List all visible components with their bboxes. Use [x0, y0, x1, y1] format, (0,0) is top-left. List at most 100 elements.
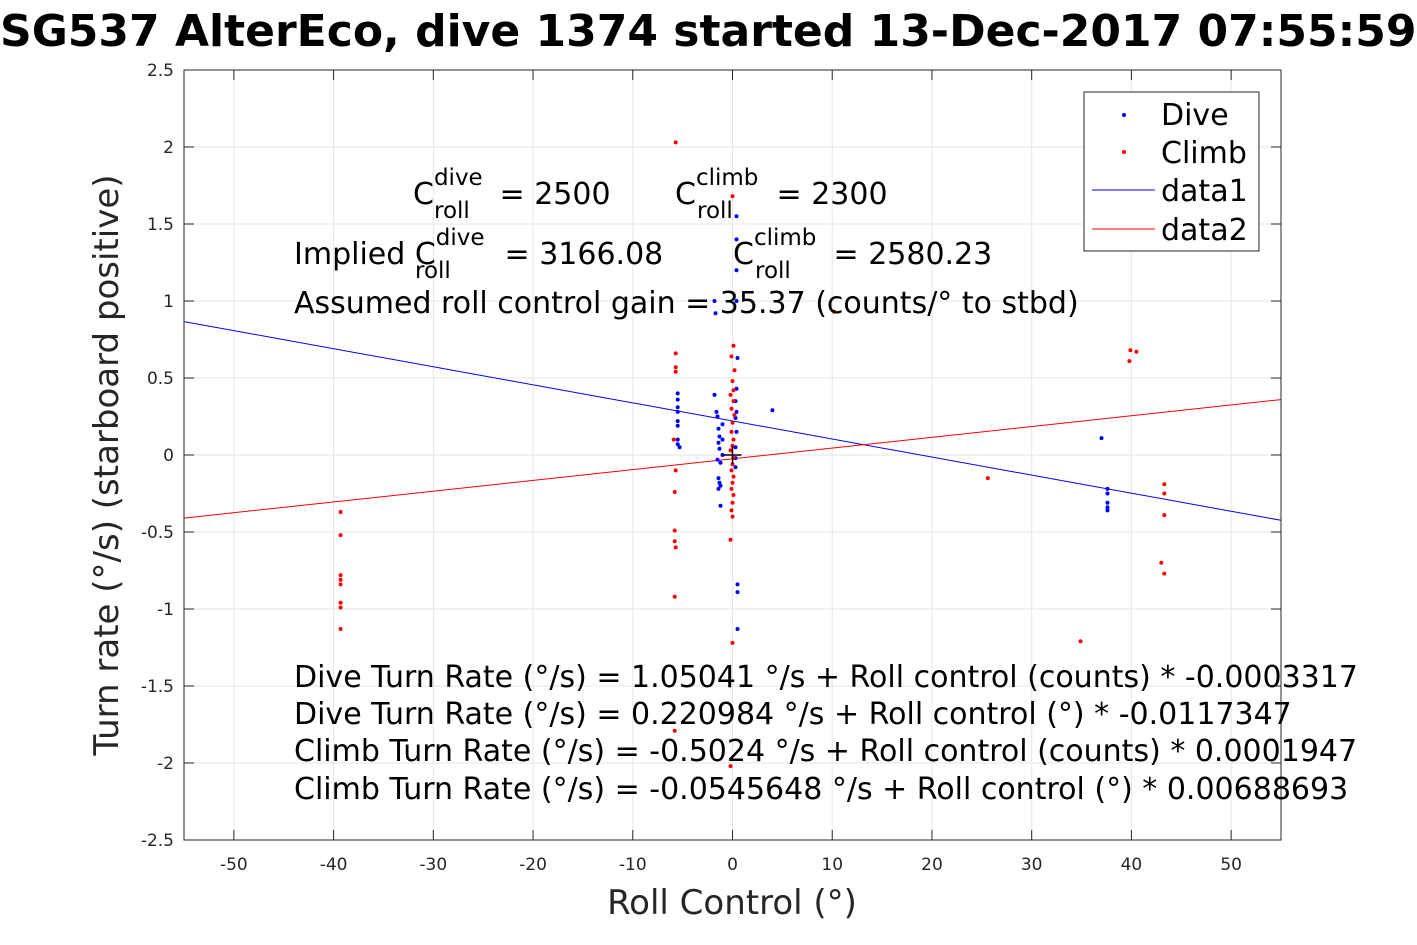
x-tick-label: -50: [220, 855, 248, 875]
legend-climb-label: Climb: [1161, 136, 1247, 171]
point-climb: [672, 528, 677, 533]
point-climb: [730, 514, 735, 519]
point-dive: [734, 268, 739, 273]
y-tick-label: -1: [157, 600, 174, 620]
point-climb: [338, 627, 343, 631]
point-climb: [730, 194, 735, 199]
point-climb: [730, 480, 735, 485]
point-climb: [1127, 359, 1132, 364]
point-dive: [720, 437, 725, 442]
point-climb: [731, 493, 736, 497]
point-climb: [338, 510, 343, 514]
c-roll-climb-label: C: [675, 177, 696, 212]
point-dive: [735, 627, 740, 631]
point-dive: [1099, 436, 1104, 441]
point-climb: [730, 379, 735, 384]
point-climb: [731, 399, 736, 404]
point-climb: [1159, 560, 1164, 565]
x-tick-label: 20: [921, 855, 943, 875]
point-climb: [338, 533, 343, 538]
y-tick-label: 2: [163, 138, 174, 158]
x-tick-label: 50: [1220, 855, 1242, 875]
x-axis-label: Roll Control (°): [607, 883, 857, 923]
x-axis-ticks: -50 -40 -30 -20 -10 0 10 20 30 40 50: [220, 70, 1242, 875]
point-dive: [770, 408, 775, 413]
implied-dive-annotation: Implied Cdive roll = 3166.08: [294, 225, 663, 284]
point-dive: [713, 311, 718, 316]
x-tick-label: -10: [619, 855, 647, 875]
point-climb: [673, 545, 678, 550]
point-climb: [730, 420, 735, 425]
point-dive: [733, 445, 738, 450]
point-dive: [677, 445, 682, 450]
point-dive: [734, 429, 739, 434]
legend-box: [1083, 91, 1260, 252]
implied-dive-sup: dive: [436, 225, 485, 251]
point-dive: [1105, 491, 1110, 496]
point-climb: [729, 429, 734, 434]
point-climb: [672, 490, 677, 494]
point-climb: [985, 476, 990, 481]
point-climb: [338, 573, 343, 578]
implied-climb-value: = 2580.23: [824, 237, 992, 272]
point-climb: [729, 406, 734, 411]
y-tick-label: -2: [157, 754, 174, 774]
implied-climb-sub: roll: [755, 258, 791, 284]
point-dive: [675, 409, 680, 414]
point-climb: [731, 388, 736, 393]
point-climb: [729, 468, 734, 473]
point-climb: [673, 468, 678, 473]
point-climb: [1162, 571, 1167, 576]
point-dive: [675, 405, 680, 410]
c-roll-climb-value: = 2300: [767, 177, 888, 212]
point-dive: [735, 356, 740, 360]
point-dive: [716, 486, 721, 491]
point-dive: [675, 442, 680, 447]
gain-annotation: Assumed roll control gain = 35.37 (count…: [294, 286, 1079, 321]
legend-dive-marker: [1122, 113, 1126, 117]
legend: Dive Climb data1 data2: [1083, 91, 1260, 252]
point-climb: [731, 437, 736, 442]
point-dive: [712, 392, 717, 397]
point-dive: [735, 590, 740, 595]
implied-dive-sub: roll: [415, 258, 451, 284]
y-axis-label: Turn rate (°/s) (starboard positive): [87, 174, 127, 756]
y-tick-label: 2.5: [147, 61, 174, 81]
point-dive: [675, 423, 680, 428]
point-dive: [718, 503, 723, 508]
point-dive: [734, 386, 739, 391]
point-climb: [730, 443, 735, 448]
point-dive: [714, 409, 719, 414]
implied-climb-label: C: [733, 237, 754, 272]
point-dive: [718, 460, 723, 465]
point-dive: [716, 440, 721, 445]
y-tick-label: 1: [163, 292, 174, 312]
point-dive: [1105, 486, 1110, 491]
point-dive: [716, 476, 721, 481]
legend-climb-marker: [1122, 150, 1126, 154]
fit-equation-2: Dive Turn Rate (°/s) = 0.220984 °/s + Ro…: [294, 697, 1292, 732]
point-climb: [671, 437, 676, 442]
point-climb: [731, 474, 736, 479]
point-climb: [728, 537, 733, 542]
point-dive: [715, 414, 720, 419]
fit-equation-4: Climb Turn Rate (°/s) = -0.0545648 °/s +…: [294, 772, 1348, 807]
x-tick-label: -30: [419, 855, 447, 875]
point-dive: [717, 480, 722, 485]
legend-data1-label: data1: [1161, 174, 1248, 209]
point-dive: [1105, 500, 1110, 505]
y-tick-label: -0.5: [141, 523, 174, 543]
implied-climb-annotation: Cclimb roll = 2580.23: [733, 225, 992, 284]
point-climb: [832, 309, 837, 314]
x-tick-label: -20: [519, 855, 547, 875]
point-dive: [1105, 508, 1110, 513]
point-climb: [730, 500, 735, 505]
point-dive: [675, 419, 680, 424]
point-climb: [731, 343, 736, 348]
y-tick-label: -1.5: [141, 677, 174, 697]
c-roll-dive-annotation: Cdive roll = 2500: [413, 165, 611, 224]
annotations: Cdive roll = 2500 Cclimb roll = 2300 Impli…: [294, 165, 1358, 807]
legend-dive-label: Dive: [1161, 98, 1229, 133]
y-tick-label: 1.5: [147, 215, 174, 235]
point-dive: [734, 299, 739, 303]
